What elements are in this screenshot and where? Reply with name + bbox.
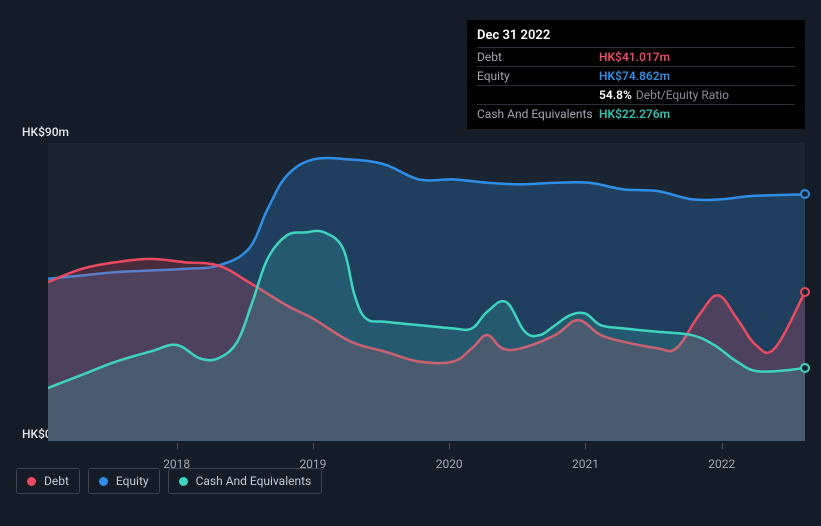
series-end-marker — [800, 189, 810, 199]
legend-dot-icon — [27, 477, 36, 486]
tooltip-label — [477, 88, 599, 102]
tooltip-label: Debt — [477, 50, 599, 64]
legend-label: Debt — [44, 474, 69, 488]
legend-item-debt[interactable]: Debt — [16, 468, 80, 494]
legend-item-equity[interactable]: Equity — [88, 468, 160, 494]
tooltip-value: 54.8% — [599, 88, 632, 102]
tooltip-value: HK$41.017m — [599, 50, 670, 64]
x-tick-label: 2021 — [555, 457, 615, 471]
legend-label: Cash And Equivalents — [196, 474, 312, 488]
y-axis-label-max: HK$90m — [22, 125, 69, 139]
chart-legend: Debt Equity Cash And Equivalents — [16, 468, 322, 494]
tooltip-row-ratio: 54.8% Debt/Equity Ratio — [477, 85, 795, 104]
x-tick-mark — [585, 443, 586, 449]
chart-tooltip: Dec 31 2022 Debt HK$41.017m Equity HK$74… — [467, 20, 805, 129]
legend-item-cash[interactable]: Cash And Equivalents — [168, 468, 323, 494]
chart-svg — [48, 143, 805, 441]
tooltip-ratio-label: Debt/Equity Ratio — [636, 88, 729, 102]
tooltip-date: Dec 31 2022 — [477, 26, 795, 47]
legend-label: Equity — [116, 474, 149, 488]
series-end-marker — [800, 287, 810, 297]
x-tick-mark — [722, 443, 723, 449]
x-tick-mark — [449, 443, 450, 449]
x-tick-label: 2020 — [419, 457, 479, 471]
tooltip-row-debt: Debt HK$41.017m — [477, 47, 795, 66]
tooltip-label: Equity — [477, 69, 599, 83]
tooltip-value: HK$74.862m — [599, 69, 670, 83]
legend-dot-icon — [179, 477, 188, 486]
tooltip-value: HK$22.276m — [599, 107, 670, 121]
legend-dot-icon — [99, 477, 108, 486]
x-tick-mark — [177, 443, 178, 449]
tooltip-row-equity: Equity HK$74.862m — [477, 66, 795, 85]
tooltip-row-cash: Cash And Equivalents HK$22.276m — [477, 104, 795, 123]
x-tick-mark — [313, 443, 314, 449]
tooltip-label: Cash And Equivalents — [477, 107, 599, 121]
chart-plot-area[interactable] — [48, 143, 805, 441]
x-tick-label: 2022 — [692, 457, 752, 471]
series-end-marker — [800, 363, 810, 373]
